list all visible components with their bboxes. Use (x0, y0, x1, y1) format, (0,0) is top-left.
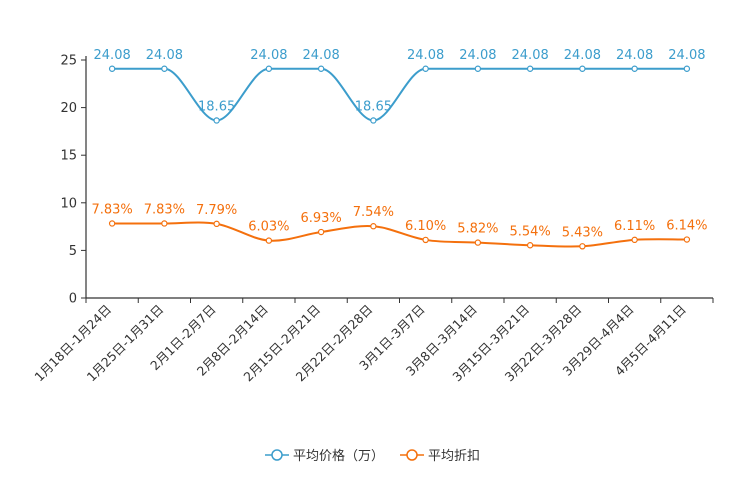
series-line-avg-discount (112, 221, 687, 248)
data-point (108, 220, 116, 227)
data-point (265, 237, 273, 244)
data-label: 6.10% (405, 219, 446, 234)
y-tick-label: 20 (60, 101, 77, 116)
data-label: 24.08 (616, 48, 653, 63)
data-label: 24.08 (250, 48, 287, 63)
data-point (108, 65, 116, 72)
data-point (213, 117, 220, 124)
data-label: 6.11% (614, 219, 655, 234)
legend-marker-icon (406, 449, 418, 461)
data-point (579, 243, 586, 250)
legend-label: 平均折扣 (428, 449, 480, 464)
legend-label: 平均价格（万） (293, 448, 384, 464)
data-point (317, 228, 325, 236)
data-point (265, 65, 273, 72)
data-point (526, 242, 534, 249)
data-point (213, 220, 220, 228)
data-label: 5.54% (509, 224, 550, 239)
data-label: 24.08 (303, 48, 340, 63)
data-point (370, 223, 377, 230)
data-point (422, 236, 429, 244)
data-label: 7.83% (91, 202, 132, 217)
data-point (422, 65, 429, 72)
data-point (579, 65, 586, 72)
data-point (683, 236, 691, 243)
data-label: 7.83% (144, 202, 185, 217)
data-label: 24.08 (94, 48, 131, 63)
data-label: 6.03% (248, 220, 289, 235)
data-label: 18.65 (355, 99, 392, 114)
legend-marker-icon (271, 449, 283, 461)
data-label: 5.43% (562, 225, 603, 240)
y-tick-label: 15 (60, 149, 77, 164)
data-label: 24.08 (668, 48, 705, 63)
data-label: 7.54% (353, 205, 394, 220)
data-label: 24.08 (512, 48, 549, 63)
y-tick-label: 25 (60, 54, 77, 69)
y-tick-label: 0 (69, 292, 77, 307)
data-label: 7.79% (196, 203, 237, 218)
data-label: 18.65 (198, 99, 235, 114)
data-point (631, 236, 638, 244)
y-tick-label: 5 (69, 244, 77, 259)
data-point (526, 65, 534, 72)
data-label: 24.08 (407, 48, 444, 63)
data-point (161, 220, 168, 227)
data-point (317, 65, 325, 72)
data-label: 24.08 (564, 48, 601, 63)
data-point (474, 239, 482, 246)
data-point (474, 65, 482, 72)
data-point (161, 65, 168, 72)
data-label: 6.93% (300, 211, 341, 226)
data-point (631, 65, 638, 72)
data-label: 5.82% (457, 222, 498, 237)
y-tick-label: 10 (60, 196, 77, 211)
data-label: 6.14% (666, 219, 707, 234)
legend: 平均价格（万） 平均折扣 (265, 448, 480, 464)
data-point (683, 65, 691, 72)
data-point (370, 117, 377, 124)
data-label: 24.08 (459, 48, 496, 63)
data-label: 24.08 (146, 48, 183, 63)
